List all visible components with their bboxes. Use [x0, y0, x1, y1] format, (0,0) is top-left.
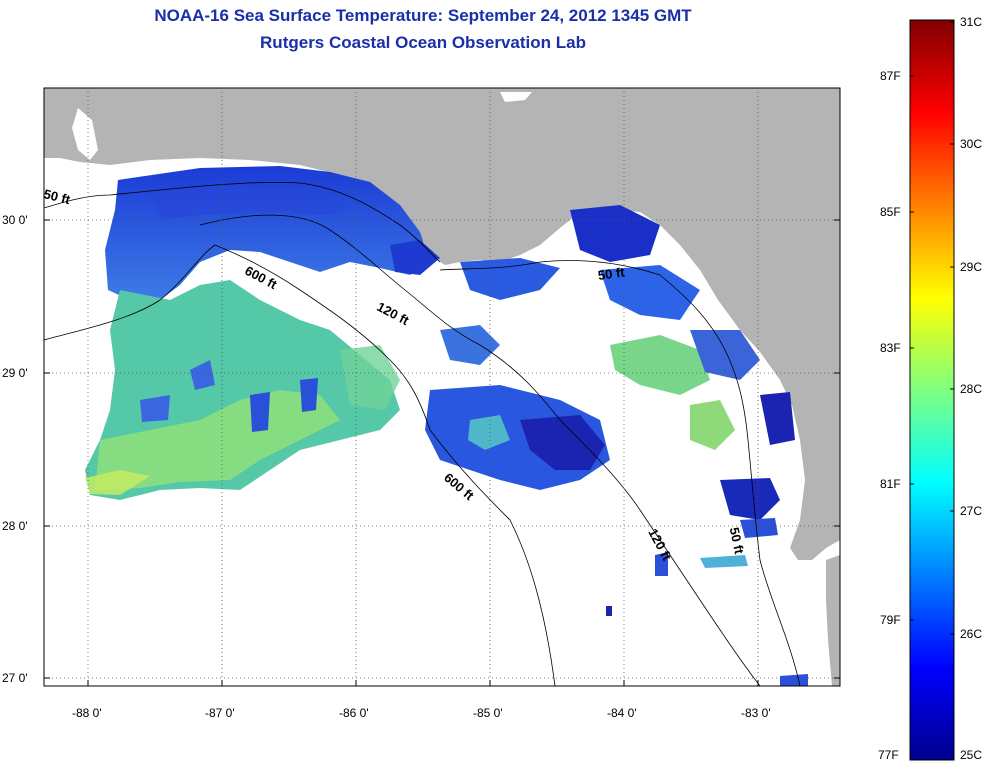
- graticule: [44, 88, 840, 686]
- lat-label: 30 0': [2, 213, 28, 227]
- axis-ticks: [44, 219, 840, 686]
- colorbar-celsius-label: 30C: [960, 137, 983, 151]
- lon-label: -87 0': [205, 706, 235, 720]
- lat-label: 27 0': [2, 671, 28, 685]
- colorbar-fahrenheit-label: 83F: [880, 341, 901, 355]
- colorbar-celsius-label: 25C: [960, 748, 983, 762]
- colorbar: [909, 19, 955, 761]
- colorbar-fahrenheit-label: 77F: [878, 748, 899, 762]
- colorbar-fahrenheit-label: 85F: [880, 205, 901, 219]
- lon-label: -88 0': [72, 706, 102, 720]
- colorbar-celsius-label: 31C: [960, 15, 983, 29]
- colorbar-ticks: [910, 21, 954, 635]
- colorbar-fahrenheit-label: 81F: [880, 477, 901, 491]
- lon-label: -84 0': [607, 706, 637, 720]
- map-frame: [43, 87, 841, 687]
- colorbar-fahrenheit-label: 79F: [880, 613, 901, 627]
- lon-label: -85 0': [473, 706, 503, 720]
- land-area: [44, 88, 840, 560]
- colorbar-fahrenheit-label: 87F: [880, 69, 901, 83]
- lon-label: -86 0': [339, 706, 369, 720]
- lon-label: -83 0': [741, 706, 771, 720]
- colorbar-celsius-label: 27C: [960, 504, 983, 518]
- colorbar-celsius-label: 29C: [960, 260, 983, 274]
- lat-label: 29 0': [2, 366, 28, 380]
- map-title: NOAA-16 Sea Surface Temperature: Septemb…: [154, 6, 692, 25]
- bathymetry-contours: [44, 181, 801, 686]
- colorbar-celsius-label: 28C: [960, 382, 983, 396]
- lat-label: 28 0': [2, 519, 28, 533]
- colorbar-celsius-label: 26C: [960, 627, 983, 641]
- map-subtitle: Rutgers Coastal Ocean Observation Lab: [260, 33, 586, 52]
